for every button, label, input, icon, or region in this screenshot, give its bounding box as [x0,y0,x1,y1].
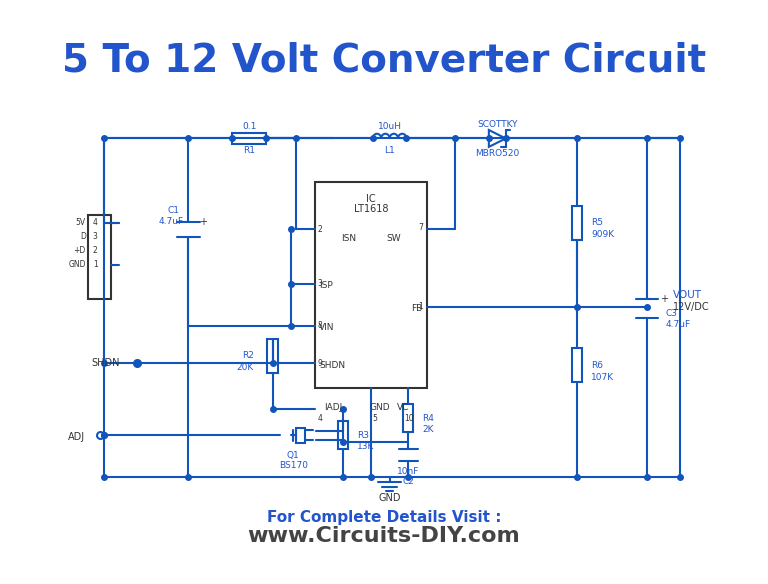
Text: SW: SW [386,234,401,243]
Text: +: + [660,294,668,304]
Text: 12V/DC: 12V/DC [674,302,710,312]
Bar [315,182,427,388]
Text: www.Circuits-DIY.com: www.Circuits-DIY.com [247,526,521,547]
Text: 10: 10 [405,414,414,423]
Text: 909K: 909K [591,230,614,239]
Bar [233,133,266,144]
Text: 4: 4 [317,414,323,423]
Text: ISP: ISP [319,281,333,290]
Text: 1: 1 [93,260,98,269]
Text: 4.7uF: 4.7uF [666,320,691,329]
Text: 107K: 107K [591,373,614,382]
Text: D: D [80,232,86,241]
Text: SCOTTKY: SCOTTKY [477,120,518,129]
Bar [338,421,348,449]
Text: C3: C3 [666,309,678,318]
Text: SHDN: SHDN [91,358,120,368]
Text: 3: 3 [317,279,323,288]
Text: 7: 7 [419,223,423,232]
Text: L1: L1 [384,146,395,155]
Text: VIN: VIN [319,323,335,332]
Text: ADJ: ADJ [68,432,85,442]
Bar [88,215,111,300]
Text: 8: 8 [317,321,323,330]
Text: ISN: ISN [341,234,356,243]
Text: 2: 2 [317,225,323,234]
Text: 13K: 13K [357,442,374,451]
Text: 4.7uF: 4.7uF [159,217,184,226]
Polygon shape [489,130,505,147]
Text: 10uH: 10uH [378,122,402,131]
Text: BS170: BS170 [279,461,308,470]
Text: R2: R2 [242,351,254,360]
Text: FB: FB [411,304,422,314]
Text: R6: R6 [591,360,603,370]
Text: IADJ: IADJ [324,402,343,412]
Text: MBRO520: MBRO520 [475,149,519,158]
Text: 5: 5 [372,414,378,423]
Text: GND: GND [369,402,389,412]
Text: R1: R1 [243,146,255,155]
Text: SHDN: SHDN [319,360,346,370]
Text: 9: 9 [317,359,323,368]
Text: +: + [199,217,207,227]
Bar [267,339,278,373]
Text: +D: +D [74,246,86,255]
Bar [403,404,413,432]
Bar [571,348,582,382]
Text: 0.1: 0.1 [242,122,257,131]
Text: 20K: 20K [237,363,254,373]
Text: C2: C2 [402,477,414,486]
Text: 10nF: 10nF [397,467,419,477]
Text: 5V: 5V [76,218,86,227]
Text: 3: 3 [93,232,98,241]
Text: GND: GND [379,493,401,503]
Text: LT1618: LT1618 [353,204,388,214]
Text: R4: R4 [422,414,434,423]
Text: 2K: 2K [422,425,434,434]
Text: R5: R5 [591,218,603,227]
Text: VC: VC [397,402,409,412]
Text: GND: GND [68,260,86,269]
Text: For Complete Details Visit :: For Complete Details Visit : [266,510,502,525]
Text: 1: 1 [419,303,423,311]
Text: VOUT: VOUT [674,290,702,300]
Bar [571,206,582,239]
Text: 5 To 12 Volt Converter Circuit: 5 To 12 Volt Converter Circuit [62,41,706,80]
Bar [296,427,306,443]
Text: C1: C1 [167,206,180,215]
Text: 2: 2 [93,246,98,255]
Text: Q1: Q1 [286,451,300,460]
Text: 4: 4 [93,218,98,227]
Text: IC: IC [366,194,376,204]
Text: R3: R3 [357,431,369,440]
